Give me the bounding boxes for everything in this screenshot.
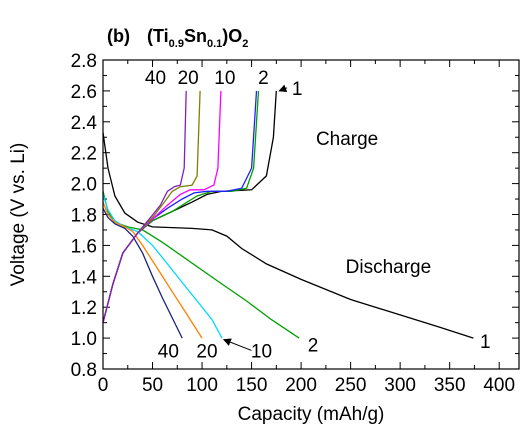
- discharge-curve-1: [102, 132, 474, 339]
- x-tick-label: 100: [186, 375, 218, 396]
- discharge-curve-label: 10: [251, 341, 272, 362]
- charge-curve-2: [102, 90, 260, 323]
- discharge-annotation: Discharge: [346, 257, 432, 278]
- x-axis-title: Capacity (mAh/g): [238, 404, 385, 425]
- x-tick-label: 350: [434, 375, 466, 396]
- y-tick-label: 1.8: [71, 206, 97, 227]
- x-tick-label: 250: [335, 375, 367, 396]
- discharge-curve-label: 20: [196, 341, 217, 362]
- y-axis-title: Voltage (V vs. Li): [8, 143, 29, 287]
- charge-curve-label: 2: [258, 68, 269, 89]
- x-tick-label: 150: [236, 375, 268, 396]
- y-tick-label: 2.4: [71, 113, 98, 134]
- series-group: [102, 90, 474, 339]
- x-tick-label: 400: [483, 375, 515, 396]
- axis-ticks: 0 50 100 150 200 250 300 350 400 0.8 1.0 1.2 1.4 1.6 1…: [71, 51, 519, 396]
- discharge-curve-label: 1: [480, 332, 491, 353]
- charge-curve-label: 10: [214, 68, 235, 89]
- y-tick-label: 2.8: [71, 51, 97, 72]
- x-tick-label: 50: [142, 375, 163, 396]
- charge-curve-1: [102, 90, 277, 323]
- y-tick-label: 2.0: [71, 175, 97, 196]
- y-tick-label: 1.6: [71, 236, 97, 257]
- chart-title: (b) (Ti0.9Sn0.1)O2: [107, 26, 248, 50]
- discharge-curve-20: [102, 201, 203, 339]
- plot-frame: [102, 59, 520, 370]
- y-tick-label: 2.6: [71, 82, 97, 103]
- discharge-label-arrow: [222, 338, 252, 351]
- curve-labels: 40 20 10 2 1 40 20 10 2 1: [145, 68, 491, 362]
- discharge-curve-label: 2: [308, 335, 319, 356]
- panel-label: (b): [107, 26, 130, 46]
- charge-curve-40-charge: [102, 90, 187, 323]
- x-tick-label: 200: [285, 375, 317, 396]
- y-tick-label: 0.8: [71, 360, 97, 381]
- discharge-curve-40: [102, 207, 183, 339]
- charge-curve-label: 1: [292, 79, 303, 100]
- charge-curve-label: 40: [145, 68, 166, 89]
- charge-annotation: Charge: [316, 129, 378, 150]
- y-tick-label: 1.0: [71, 329, 97, 350]
- charge-label-arrow: [278, 84, 288, 93]
- x-tick-label: 300: [384, 375, 416, 396]
- discharge-curve-label: 40: [158, 341, 179, 362]
- y-tick-label: 1.4: [71, 267, 98, 288]
- y-tick-label: 2.2: [71, 144, 97, 165]
- x-tick-label: 0: [98, 375, 109, 396]
- discharge-curve-5: [102, 194, 223, 339]
- y-tick-label: 1.2: [71, 298, 97, 319]
- charge-curve-label: 20: [178, 68, 199, 89]
